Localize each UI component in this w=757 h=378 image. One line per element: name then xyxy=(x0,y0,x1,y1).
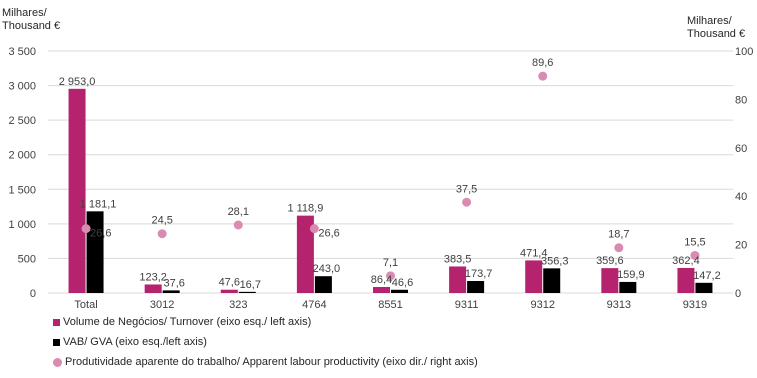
category-label: 4764 xyxy=(302,299,326,310)
turnover-bar xyxy=(449,266,467,293)
legend-swatch-gva xyxy=(53,338,60,346)
turnover-bar xyxy=(373,287,390,293)
productivity-point xyxy=(462,197,472,207)
gva-value-label: 243,0 xyxy=(313,263,341,275)
gva-bar xyxy=(695,282,713,293)
productivity-point xyxy=(233,220,243,230)
turnover-bar xyxy=(68,88,86,294)
left-axis-title: Milhares/ Thousand € xyxy=(2,7,60,33)
left-axis-title-line2: Thousand € xyxy=(2,20,61,32)
gva-bar xyxy=(619,281,637,293)
legend-label-gva: VAB/ GVA (eixo esq./left axis) xyxy=(63,336,207,348)
gva-bar xyxy=(238,291,256,293)
legend-item-gva: VAB/ GVA (eixo esq./left axis) xyxy=(53,332,478,352)
right-tick-label: 0 xyxy=(735,288,741,300)
productivity-point xyxy=(614,243,624,253)
productivity-point xyxy=(386,271,395,281)
productivity-point xyxy=(157,229,167,239)
right-axis-title: Milhares/ Thousand € xyxy=(687,15,745,41)
legend-swatch-turnover xyxy=(53,318,60,326)
axis-tick-labels: 0 500 1 000 1 500 2 000 2 500 3 000 3 500 0 20 40 6… xyxy=(8,46,753,310)
productivity-point xyxy=(81,224,91,234)
gva-value-label: 37,6 xyxy=(163,277,184,289)
productivity-value-label: 37,5 xyxy=(456,183,477,195)
gva-bar xyxy=(391,289,408,293)
gva-value-label: 46,6 xyxy=(392,277,413,289)
gva-value-label: 173,7 xyxy=(465,268,493,280)
gva-value-label: 356,3 xyxy=(541,255,569,267)
turnover-value-label: 1 118,9 xyxy=(287,203,323,215)
category-label: 9312 xyxy=(530,299,554,310)
turnover-value-label: 362,4 xyxy=(672,255,700,267)
turnover-value-label: 86,4 xyxy=(371,274,392,286)
left-tick-label: 3 500 xyxy=(8,46,36,58)
productivity-value-label: 18,7 xyxy=(608,229,629,241)
legend-label-turnover: Volume de Negócios/ Turnover (eixo esq./… xyxy=(63,316,312,328)
data-labels: 2 953,0 1 181,1 26,6 123,237,6 24,5 47,6 16,7 2… xyxy=(59,57,721,291)
gva-value-label: 159,9 xyxy=(617,269,645,281)
gva-bar xyxy=(543,268,561,293)
turnover-bar xyxy=(601,268,619,293)
left-tick-label: 1 500 xyxy=(8,184,36,196)
right-axis-title-line2: Thousand € xyxy=(687,28,746,40)
right-tick-label: 60 xyxy=(735,143,747,155)
turnover-bar xyxy=(525,260,543,293)
legend: Volume de Negócios/ Turnover (eixo esq./… xyxy=(53,312,478,372)
turnover-value-label: 2 953,0 xyxy=(59,76,96,88)
turnover-bar xyxy=(220,289,238,293)
turnover-value-label: 383,5 xyxy=(444,253,472,265)
productivity-value-label: 28,1 xyxy=(228,206,249,218)
turnover-bar xyxy=(677,267,695,293)
category-label: 8551 xyxy=(378,299,402,310)
legend-item-turnover: Volume de Negócios/ Turnover (eixo esq./… xyxy=(53,312,478,332)
productivity-value-label: 7,1 xyxy=(383,257,398,269)
chart-plot: 2 953,0 1 181,1 26,6 123,237,6 24,5 47,6 16,7 2… xyxy=(8,46,753,310)
category-label: 323 xyxy=(229,299,247,310)
productivity-value-label: 15,5 xyxy=(684,236,705,248)
right-tick-label: 20 xyxy=(735,240,747,252)
right-axis-title-line1: Milhares/ xyxy=(687,15,732,27)
productivity-point xyxy=(690,250,700,260)
right-tick-label: 100 xyxy=(735,46,753,58)
productivity-value-label: 26,6 xyxy=(318,228,339,240)
gva-bar xyxy=(162,290,180,293)
turnover-value-label: 359,6 xyxy=(596,255,624,267)
category-label: 9313 xyxy=(607,299,631,310)
gva-bar xyxy=(86,211,104,293)
productivity-value-label: 24,5 xyxy=(151,215,172,227)
productivity-value-label: 89,6 xyxy=(532,57,553,69)
category-label: 9319 xyxy=(683,299,707,310)
turnover-value-label: 471,4 xyxy=(520,247,548,259)
left-tick-label: 500 xyxy=(18,253,36,265)
left-tick-label: 3 000 xyxy=(8,81,36,93)
gva-value-label: 147,2 xyxy=(693,270,721,282)
turnover-bar xyxy=(296,215,314,293)
category-label: 9311 xyxy=(455,299,479,310)
productivity-points xyxy=(81,71,700,281)
turnover-value-label: 123,2 xyxy=(139,271,167,283)
left-axis-title-line1: Milhares/ xyxy=(2,7,47,19)
productivity-point xyxy=(538,71,548,81)
legend-swatch-productivity xyxy=(53,357,62,367)
left-tick-label: 2 500 xyxy=(8,115,36,127)
legend-item-productivity: Produtividade aparente do trabalho/ Appa… xyxy=(53,352,478,372)
productivity-point xyxy=(309,224,319,234)
right-tick-label: 80 xyxy=(735,94,747,106)
productivity-value-label: 26,6 xyxy=(90,228,111,240)
category-label: 3012 xyxy=(150,299,174,310)
bars xyxy=(68,88,713,294)
right-tick-label: 40 xyxy=(735,191,747,203)
turnover-value-label: 47,6 xyxy=(219,277,240,289)
left-tick-label: 2 000 xyxy=(8,150,36,162)
gva-value-label: 1 181,1 xyxy=(80,198,117,210)
gva-bar xyxy=(314,276,332,293)
left-tick-label: 1 000 xyxy=(8,219,36,231)
legend-label-productivity: Produtividade aparente do trabalho/ Appa… xyxy=(65,356,478,368)
gva-bar xyxy=(467,280,485,293)
category-label: Total xyxy=(74,299,97,310)
left-tick-label: 0 xyxy=(30,288,36,300)
gridlines xyxy=(48,50,733,294)
turnover-bar xyxy=(144,284,162,293)
gva-value-label: 16,7 xyxy=(240,279,261,291)
